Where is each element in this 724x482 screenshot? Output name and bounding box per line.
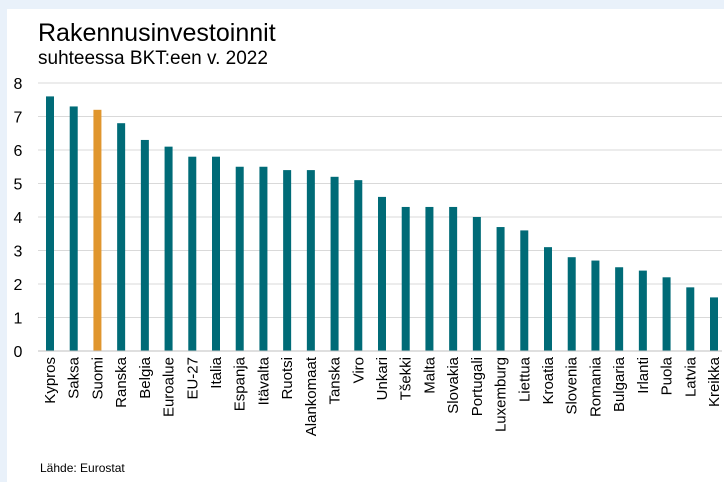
- bar-irlanti: [638, 270, 647, 351]
- bar-latvia: [686, 287, 695, 351]
- x-tick-label: Belgia: [137, 356, 154, 398]
- bars: [46, 96, 718, 352]
- y-tick-label: 6: [14, 143, 23, 160]
- bar-portugali: [472, 217, 481, 351]
- x-tick-label: Viro: [350, 357, 367, 383]
- x-tick-label: Euroalue: [161, 357, 178, 417]
- bar-itävalta: [259, 166, 268, 351]
- y-tick-label: 0: [14, 344, 23, 361]
- bar-liettua: [520, 230, 529, 351]
- bar-suomi: [93, 109, 102, 351]
- x-tick-label: Unkari: [374, 357, 391, 400]
- bar-tšekki: [401, 206, 410, 351]
- x-tick-label: Kroatia: [540, 356, 557, 404]
- x-tick-label: Ranska: [113, 356, 130, 408]
- y-tick-label: 2: [14, 277, 23, 294]
- bar-ruotsi: [283, 170, 292, 351]
- y-tick-label: 3: [14, 244, 23, 261]
- x-tick-label: Saksa: [66, 356, 83, 398]
- y-tick-label: 7: [14, 110, 23, 127]
- bar-bulgaria: [615, 267, 624, 351]
- chart-title: Rakennusinvestoinnit: [38, 19, 276, 47]
- x-tick-label: Kypros: [42, 357, 59, 404]
- x-tick-label: Alankomaat: [303, 356, 320, 436]
- bar-saksa: [69, 106, 78, 351]
- bar-malta: [425, 206, 434, 351]
- x-tick-label: Malta: [421, 356, 438, 393]
- x-tick-label: Puola: [659, 356, 676, 395]
- y-tick-label: 8: [14, 76, 23, 93]
- x-tick-label: Romania: [587, 356, 604, 417]
- x-tick-label: Latvia: [682, 356, 699, 397]
- x-tick-label: Liettua: [516, 356, 533, 402]
- bar-kypros: [46, 96, 54, 352]
- bar-ranska: [117, 123, 126, 351]
- bar-viro: [354, 180, 363, 351]
- x-tick-label: Suomi: [89, 357, 106, 400]
- x-tick-label: Bulgaria: [611, 356, 628, 412]
- bar-puola: [662, 277, 671, 351]
- x-tick-label: Tšekki: [398, 357, 415, 400]
- x-tick-label: Luxemburg: [493, 357, 510, 432]
- x-tick-label: Slovenia: [564, 356, 581, 414]
- y-tick-label: 5: [14, 177, 23, 194]
- x-tick-label: Slovakia: [445, 356, 462, 413]
- x-tick-label: Espanja: [232, 356, 249, 411]
- bar-unkari: [378, 196, 386, 351]
- bar-slovakia: [449, 206, 458, 351]
- x-tick-label: Ruotsi: [279, 357, 296, 400]
- bar-luxemburg: [496, 227, 505, 351]
- x-tick-label: Portugali: [469, 357, 486, 416]
- source-note: Lähde: Eurostat: [40, 461, 125, 475]
- y-tick-label: 4: [14, 210, 23, 227]
- bar-euroalue: [164, 146, 173, 351]
- bar-slovenia: [567, 257, 576, 351]
- x-tick-label: Tanska: [327, 356, 344, 404]
- bar-kreikka: [710, 297, 718, 351]
- chart-panel: [7, 9, 724, 482]
- y-tick-label: 1: [14, 311, 23, 328]
- x-tick-label: EU-27: [184, 357, 201, 400]
- x-tick-label: Itävalta: [255, 356, 272, 405]
- bar-tanska: [330, 176, 339, 351]
- bar-espanja: [235, 166, 244, 351]
- x-tick-label: Italia: [208, 356, 225, 388]
- bar-italia: [212, 156, 220, 351]
- x-tick-label: Irlanti: [635, 357, 652, 394]
- x-tick-label: Kreikka: [706, 356, 723, 407]
- chart-subtitle: suhteessa BKT:een v. 2022: [38, 48, 268, 69]
- y-axis-ticks: 0 1 2 3 4 5 6 7 8: [14, 76, 23, 361]
- bar-belgia: [140, 139, 149, 351]
- x-axis-labels: Kypros Saksa Suomi Ranska Belgia Euroalue EU-2…: [42, 356, 723, 436]
- bar-eu-27: [188, 156, 197, 351]
- bar-romania: [591, 260, 600, 351]
- bar-kroatia: [544, 247, 552, 351]
- bar-alankomaat: [306, 170, 315, 351]
